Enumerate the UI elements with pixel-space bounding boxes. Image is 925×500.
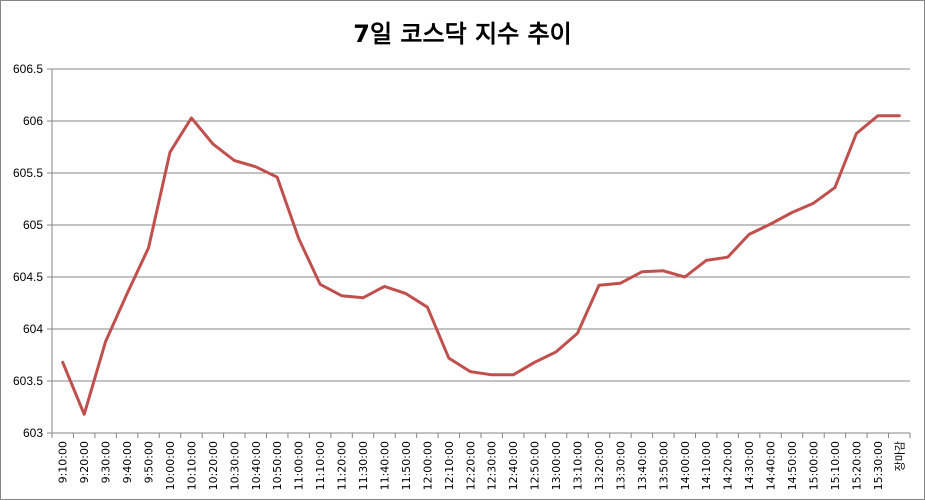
x-tick-label: 9:10:00 bbox=[57, 441, 70, 483]
x-tick-label: 13:40:00 bbox=[636, 441, 649, 490]
x-tick-label: 13:50:00 bbox=[657, 441, 670, 490]
x-tick-label: 12:40:00 bbox=[507, 441, 520, 490]
x-tick-label: 11:20:00 bbox=[336, 441, 349, 490]
y-axis-ticks: 603 603.5 604 604.5 605 605.5 606 606.5 bbox=[13, 62, 43, 440]
y-tick-label: 604.5 bbox=[13, 270, 43, 284]
x-tick-label: 12:50:00 bbox=[529, 441, 542, 490]
x-tick-label: 10:30:00 bbox=[228, 441, 241, 490]
y-tick-label: 606 bbox=[23, 114, 43, 128]
gridlines bbox=[52, 68, 910, 382]
x-tick-label: 14:20:00 bbox=[722, 441, 735, 490]
x-tick-label: 11:40:00 bbox=[378, 441, 391, 490]
x-tick-label: 13:10:00 bbox=[572, 441, 585, 490]
series-line-group bbox=[61, 114, 901, 416]
x-tick-label: 15:20:00 bbox=[850, 441, 863, 490]
series-line bbox=[61, 114, 901, 416]
y-tick-label: 603 bbox=[23, 426, 43, 440]
axes bbox=[47, 68, 911, 438]
x-tick-label: 12:00:00 bbox=[421, 441, 434, 490]
y-tick-label: 605 bbox=[23, 218, 43, 232]
x-tick-label: 14:30:00 bbox=[743, 441, 756, 490]
x-tick-label: 14:40:00 bbox=[765, 441, 778, 490]
x-tick-label: 13:30:00 bbox=[614, 441, 627, 490]
x-tick-label: 12:20:00 bbox=[464, 441, 477, 490]
x-tick-label: 15:10:00 bbox=[829, 441, 842, 490]
x-tick-label: 9:30:00 bbox=[100, 441, 113, 483]
x-tick-label: 9:50:00 bbox=[143, 441, 156, 483]
x-tick-label: 14:10:00 bbox=[700, 441, 713, 490]
x-tick-label: 13:00:00 bbox=[550, 441, 563, 490]
x-tick-label: 14:00:00 bbox=[679, 441, 692, 490]
x-tick-label: 11:30:00 bbox=[357, 441, 370, 490]
x-tick-label: 15:00:00 bbox=[807, 441, 820, 490]
x-tick-label: 12:30:00 bbox=[486, 441, 499, 490]
y-tick-label: 603.5 bbox=[13, 374, 43, 388]
x-tick-label: 9:20:00 bbox=[78, 441, 91, 483]
x-axis-ticks: 9:10:00 9:20:00 9:30:00 9:40:00 9:50:00 10:00… bbox=[57, 441, 907, 490]
x-tick-label: 11:00:00 bbox=[293, 441, 306, 490]
x-tick-label: 10:00:00 bbox=[164, 441, 177, 490]
x-tick-label: 장마감 bbox=[893, 441, 906, 471]
x-tick-label: 9:40:00 bbox=[121, 441, 134, 483]
x-tick-label: 10:10:00 bbox=[185, 441, 198, 490]
y-tick-label: 605.5 bbox=[13, 166, 43, 180]
x-tick-label: 13:20:00 bbox=[593, 441, 606, 490]
chart-title: 7일 코스닥 지수 추이 bbox=[353, 20, 572, 48]
x-tick-label: 14:50:00 bbox=[786, 441, 799, 490]
x-tick-label: 10:50:00 bbox=[271, 441, 284, 490]
x-tick-label: 11:10:00 bbox=[314, 441, 327, 490]
x-tick-label: 10:20:00 bbox=[207, 441, 220, 490]
x-tick-label: 15:30:00 bbox=[872, 441, 885, 490]
x-tick-label: 12:10:00 bbox=[443, 441, 456, 490]
x-tick-label: 11:50:00 bbox=[400, 441, 413, 490]
y-tick-label: 606.5 bbox=[13, 62, 43, 76]
y-tick-label: 604 bbox=[23, 322, 43, 336]
x-tick-label: 10:40:00 bbox=[250, 441, 263, 490]
